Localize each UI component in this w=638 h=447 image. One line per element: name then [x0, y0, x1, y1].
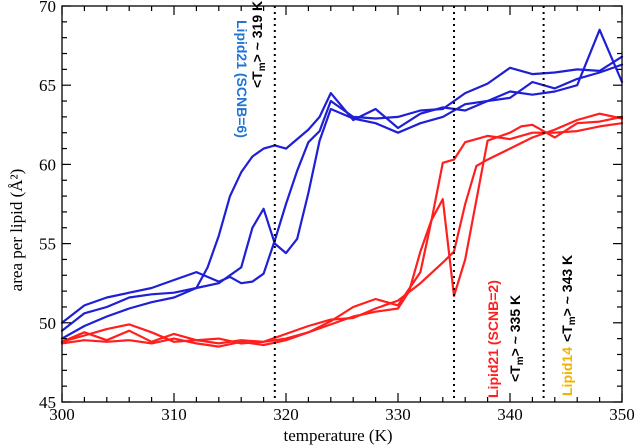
- annotation-tm-319-prefix: <T: [249, 71, 265, 88]
- annotation-tm-319-sub: m: [257, 62, 268, 71]
- y-tick-label: 50: [39, 314, 56, 333]
- annotation-tm-343-sub: m: [567, 316, 578, 325]
- annotation-tm-335-sub: m: [515, 356, 526, 365]
- x-axis-label: temperature (K): [283, 426, 392, 445]
- series-line-1: [60, 63, 624, 340]
- annotation-lipid21-scnb6-label: Lipid21 (SCNB=6): [234, 20, 250, 138]
- y-axis-label: area per lipid (Å²): [7, 169, 26, 292]
- series-line-4: [60, 122, 624, 345]
- annotation-lipid21-scnb6: Lipid21 (SCNB=6): [234, 20, 250, 138]
- x-tick-label: 330: [385, 405, 411, 424]
- x-tick-label: 310: [161, 405, 187, 424]
- annotation-lipid21-scnb2-label: Lipid21 (SCNB=2): [485, 280, 501, 398]
- y-tick-label: 55: [39, 235, 56, 254]
- y-tick-label: 65: [39, 76, 56, 95]
- y-tick-label: 70: [39, 0, 56, 16]
- annotation-tm-319-text: <Tm> ~ 319 K: [249, 1, 268, 88]
- annotation-tm-319: <Tm> ~ 319 K: [249, 1, 268, 88]
- annotation-tm-343-prefix: <T: [559, 325, 575, 342]
- annotation-tm-343-rest: > ~ 343 K: [559, 255, 575, 317]
- vline-layer: [273, 6, 545, 402]
- series-line-2: [60, 28, 624, 332]
- x-tick-label: 300: [49, 405, 75, 424]
- annotation-tm-335: <Tm> ~ 335 K: [507, 295, 526, 382]
- series-line-6: [60, 115, 624, 348]
- annotation-tm-335-rest: > ~ 335 K: [507, 295, 523, 357]
- x-tick-label: 350: [609, 405, 635, 424]
- annotation-lipid21-scnb2: Lipid21 (SCNB=2): [485, 280, 501, 398]
- tick-layer: 300 310 320 330 340 350 45 50 55 60 65 70: [39, 0, 635, 424]
- series-line-5: [60, 112, 624, 345]
- x-tick-label: 340: [497, 405, 523, 424]
- annotation-lipid14: Lipid14 <Tm> ~ 343 K: [559, 255, 578, 396]
- annotation-lipid14-text: Lipid14 <Tm> ~ 343 K: [559, 255, 578, 396]
- series-layer: [60, 28, 624, 348]
- annotation-lipid14-label: Lipid14: [559, 347, 575, 396]
- annotation-tm-335-prefix: <T: [507, 365, 523, 382]
- y-tick-label: 60: [39, 155, 56, 174]
- x-tick-label: 320: [273, 405, 299, 424]
- series-line-3: [60, 55, 624, 324]
- plot-frame: [61, 5, 623, 403]
- annotation-tm-335-text: <Tm> ~ 335 K: [507, 295, 526, 382]
- annotation-tm-319-rest: > ~ 319 K: [249, 1, 265, 63]
- y-tick-label: 45: [39, 393, 56, 412]
